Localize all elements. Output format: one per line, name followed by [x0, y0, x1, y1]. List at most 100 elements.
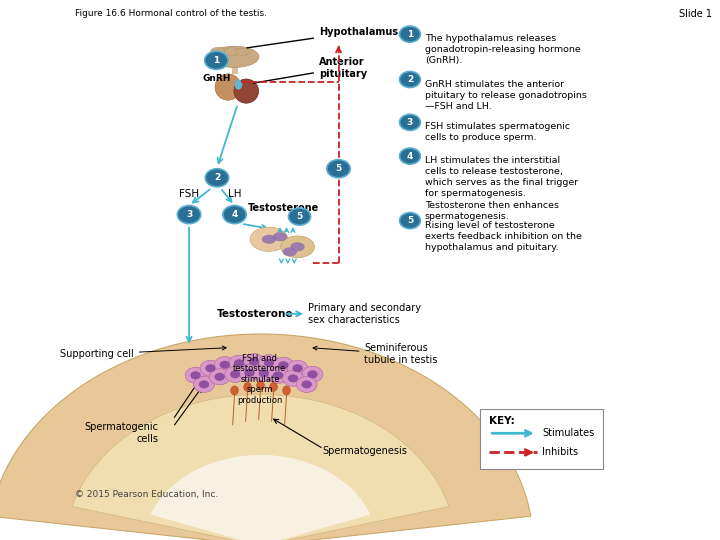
- Ellipse shape: [210, 47, 226, 56]
- Text: Hypothalamus: Hypothalamus: [247, 26, 398, 48]
- Text: KEY:: KEY:: [490, 416, 515, 426]
- Circle shape: [215, 373, 225, 381]
- Circle shape: [215, 357, 235, 373]
- Circle shape: [210, 369, 230, 385]
- Circle shape: [194, 376, 215, 393]
- Ellipse shape: [210, 46, 259, 68]
- Ellipse shape: [243, 382, 251, 392]
- Text: 2: 2: [407, 75, 413, 84]
- Circle shape: [400, 71, 420, 87]
- Text: Supporting cell: Supporting cell: [60, 346, 226, 359]
- Ellipse shape: [283, 386, 290, 395]
- Wedge shape: [150, 455, 370, 540]
- Text: 4: 4: [231, 210, 238, 219]
- Wedge shape: [72, 395, 449, 540]
- Bar: [232, 57, 238, 75]
- Ellipse shape: [281, 236, 315, 258]
- Text: Testosterone: Testosterone: [217, 309, 294, 319]
- Text: Anterior
pituitary: Anterior pituitary: [253, 57, 367, 83]
- Ellipse shape: [283, 247, 297, 256]
- Circle shape: [185, 367, 206, 383]
- Text: 3: 3: [186, 210, 192, 219]
- Ellipse shape: [262, 235, 276, 244]
- Text: 5: 5: [297, 212, 302, 221]
- Text: 4: 4: [407, 152, 413, 160]
- Text: Slide 1: Slide 1: [679, 9, 712, 19]
- Text: 2: 2: [214, 173, 220, 183]
- Text: Rising level of testosterone
exerts feedback inhibition on the
hypothalamus and : Rising level of testosterone exerts feed…: [425, 221, 582, 252]
- Text: The hypothalamus releases
gonadotropin-releasing hormone
(GnRH).: The hypothalamus releases gonadotropin-r…: [425, 34, 580, 65]
- Ellipse shape: [215, 74, 241, 100]
- Circle shape: [253, 365, 274, 381]
- Text: Seminiferous
tubule in testis: Seminiferous tubule in testis: [313, 343, 438, 365]
- Ellipse shape: [236, 48, 249, 56]
- Circle shape: [278, 361, 289, 369]
- Circle shape: [239, 364, 260, 381]
- Circle shape: [258, 355, 279, 371]
- Circle shape: [273, 372, 283, 380]
- Circle shape: [229, 355, 250, 372]
- Circle shape: [190, 372, 201, 380]
- Text: LH stimulates the interstitial
cells to release testosterone,
which serves as th: LH stimulates the interstitial cells to …: [425, 156, 578, 221]
- Circle shape: [230, 370, 240, 379]
- Circle shape: [400, 148, 420, 164]
- Circle shape: [264, 359, 274, 367]
- Circle shape: [177, 206, 201, 224]
- Circle shape: [249, 357, 259, 366]
- Circle shape: [244, 369, 255, 377]
- Circle shape: [204, 51, 228, 70]
- Text: Spermatogenic
cells: Spermatogenic cells: [84, 422, 158, 444]
- Circle shape: [200, 360, 221, 376]
- Text: Spermatogenesis: Spermatogenesis: [323, 447, 407, 456]
- Circle shape: [288, 374, 298, 382]
- Text: 3: 3: [407, 118, 413, 127]
- Circle shape: [205, 364, 216, 372]
- Text: 1: 1: [213, 56, 220, 65]
- Text: 5: 5: [336, 164, 341, 173]
- Circle shape: [400, 213, 420, 228]
- Circle shape: [223, 206, 246, 224]
- Circle shape: [268, 367, 289, 383]
- Text: GnRH: GnRH: [202, 74, 230, 83]
- Text: GnRH stimulates the anterior
pituitary to release gonadotropins
—FSH and LH.: GnRH stimulates the anterior pituitary t…: [425, 79, 587, 111]
- Text: FSH: FSH: [179, 190, 199, 199]
- Ellipse shape: [230, 386, 238, 395]
- Circle shape: [296, 376, 317, 393]
- Ellipse shape: [256, 381, 264, 390]
- Circle shape: [292, 364, 303, 372]
- Text: Figure 16.6 Hormonal control of the testis.: Figure 16.6 Hormonal control of the test…: [76, 9, 267, 18]
- Circle shape: [220, 361, 230, 369]
- Circle shape: [258, 369, 269, 377]
- Text: © 2015 Pearson Education, Inc.: © 2015 Pearson Education, Inc.: [76, 490, 219, 500]
- Text: FSH and
testosterone
stimulate
sperm
production: FSH and testosterone stimulate sperm pro…: [233, 354, 287, 404]
- Text: LH: LH: [228, 190, 241, 199]
- FancyBboxPatch shape: [480, 409, 603, 469]
- Ellipse shape: [273, 232, 287, 241]
- Text: 1: 1: [407, 30, 413, 39]
- Circle shape: [225, 366, 246, 382]
- Ellipse shape: [235, 79, 243, 90]
- Ellipse shape: [224, 48, 238, 56]
- Circle shape: [302, 366, 323, 382]
- Circle shape: [273, 357, 294, 373]
- Ellipse shape: [234, 79, 258, 103]
- Circle shape: [205, 168, 229, 187]
- Circle shape: [327, 160, 350, 178]
- Circle shape: [302, 380, 312, 388]
- Circle shape: [289, 208, 310, 225]
- Text: Stimulates: Stimulates: [542, 428, 594, 438]
- Text: Primary and secondary
sex characteristics: Primary and secondary sex characteristic…: [308, 302, 421, 325]
- Circle shape: [400, 114, 420, 130]
- Circle shape: [283, 370, 303, 387]
- Text: 5: 5: [407, 216, 413, 225]
- Ellipse shape: [269, 382, 277, 392]
- Circle shape: [243, 354, 264, 370]
- Circle shape: [234, 359, 244, 367]
- Text: Inhibits: Inhibits: [542, 448, 578, 457]
- Wedge shape: [0, 334, 531, 540]
- Ellipse shape: [290, 242, 305, 251]
- Circle shape: [400, 26, 420, 42]
- Circle shape: [287, 360, 308, 376]
- Text: Testosterone: Testosterone: [248, 203, 319, 213]
- Ellipse shape: [250, 227, 288, 251]
